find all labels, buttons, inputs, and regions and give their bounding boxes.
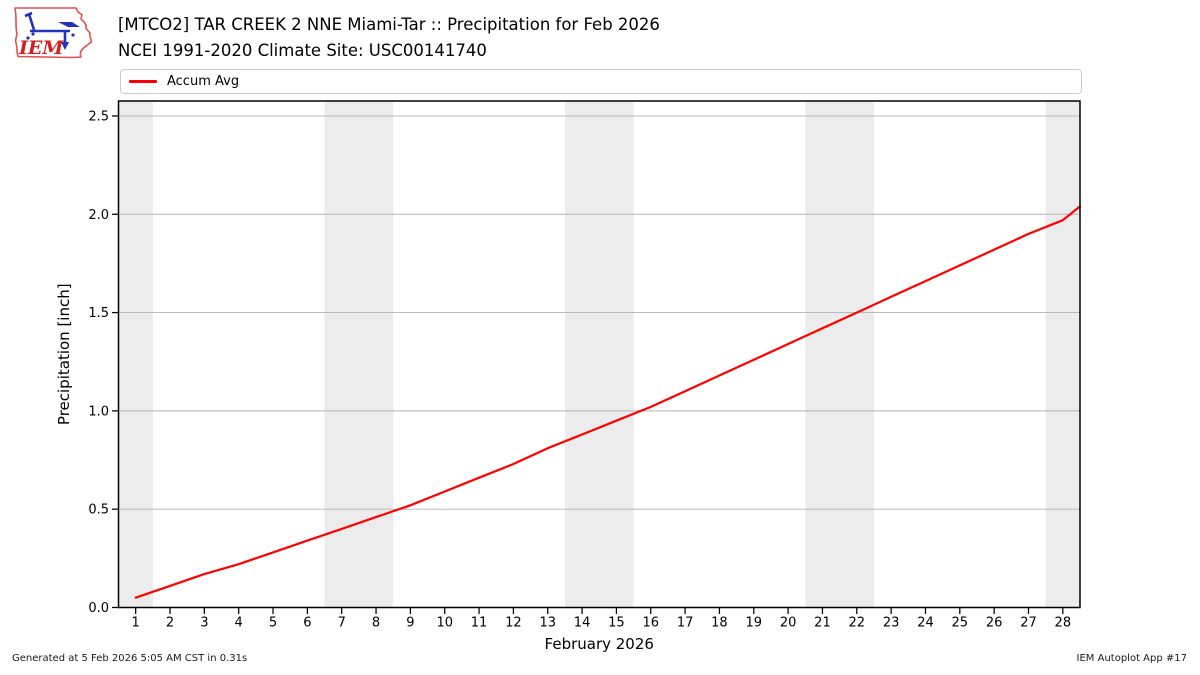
x-tick-label: 14 <box>574 616 591 631</box>
legend-label-accum-avg: Accum Avg <box>167 74 240 89</box>
legend-box: Accum Avg <box>120 69 1082 94</box>
x-tick-label: 17 <box>677 616 694 631</box>
x-tick-label: 15 <box>608 616 625 631</box>
x-tick-label: 8 <box>372 616 380 631</box>
x-tick-label: 9 <box>406 616 414 631</box>
x-tick-label: 5 <box>269 616 277 631</box>
iem-logo: IEM <box>14 7 93 59</box>
x-tick-label: 3 <box>200 616 208 631</box>
x-tick-label: 7 <box>338 616 346 631</box>
app-credit: IEM Autoplot App #17 <box>1076 653 1187 664</box>
x-tick-label: 26 <box>986 616 1003 631</box>
x-tick-label: 12 <box>505 616 522 631</box>
x-tick-label: 24 <box>917 616 934 631</box>
y-tick-label: 0.5 <box>88 503 109 518</box>
x-tick-label: 28 <box>1055 616 1072 631</box>
accum-avg-line-swatch <box>129 80 157 83</box>
weekend-band <box>805 101 874 608</box>
plot-border <box>117 100 1081 609</box>
iowa-outline-icon <box>14 7 93 59</box>
y-tick-label: 2.5 <box>88 109 109 124</box>
x-tick-label: 4 <box>235 616 243 631</box>
weather-station-icon <box>24 11 80 50</box>
generated-timestamp: Generated at 5 Feb 2026 5:05 AM CST in 0… <box>12 653 248 664</box>
x-tick-label: 25 <box>952 616 969 631</box>
x-tick-label: 23 <box>883 616 900 631</box>
x-tick-label: 20 <box>780 616 797 631</box>
x-tick-label: 2 <box>166 616 174 631</box>
weekend-band <box>118 101 153 608</box>
chart-title: [MTCO2] TAR CREEK 2 NNE Miami-Tar :: Pre… <box>118 15 660 34</box>
y-tick-label: 1.0 <box>88 404 109 419</box>
title-block: [MTCO2] TAR CREEK 2 NNE Miami-Tar :: Pre… <box>118 12 660 63</box>
x-tick-label: 1 <box>132 616 140 631</box>
x-tick-label: 22 <box>849 616 866 631</box>
x-tick-label: 10 <box>436 616 453 631</box>
x-tick-label: 18 <box>711 616 728 631</box>
iem-logo-text: IEM <box>18 37 64 59</box>
x-axis-label: February 2026 <box>545 635 654 653</box>
x-tick-label: 13 <box>539 616 556 631</box>
weekend-band <box>564 101 634 608</box>
chart-subtitle: NCEI 1991-2020 Climate Site: USC00141740 <box>118 40 487 60</box>
x-tick-label: 16 <box>642 616 659 631</box>
accum-avg-line <box>134 205 1082 599</box>
y-tick-label: 0.0 <box>88 601 109 616</box>
y-tick-label: 2.0 <box>88 208 109 223</box>
x-tick-label: 6 <box>303 616 311 631</box>
x-tick-label: 19 <box>746 616 763 631</box>
y-tick-label: 1.5 <box>88 306 109 321</box>
x-tick-label: 27 <box>1020 616 1037 631</box>
y-axis-label: Precipitation [inch] <box>55 283 73 425</box>
x-tick-label: 11 <box>471 616 488 631</box>
weekend-band <box>1045 101 1080 608</box>
x-tick-label: 21 <box>814 616 831 631</box>
